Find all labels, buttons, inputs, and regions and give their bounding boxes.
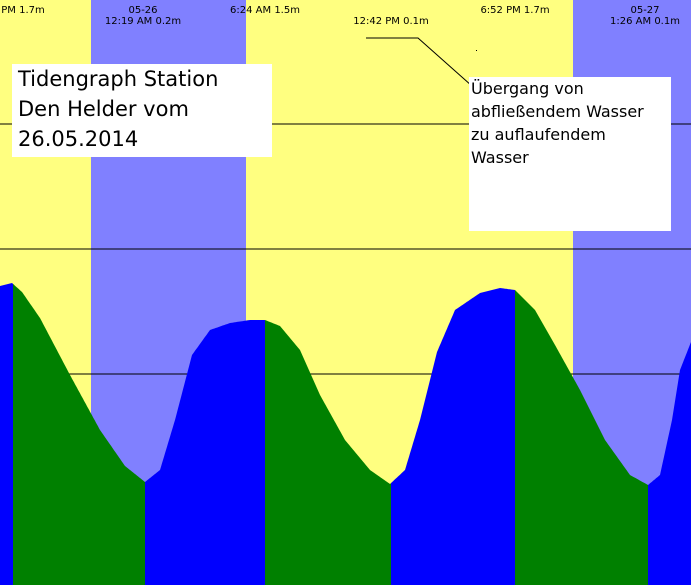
tide-event-label: 12:19 AM 0.2m bbox=[105, 16, 181, 27]
tide-event-label: 12:42 PM 0.1m bbox=[353, 16, 428, 27]
tide-areas bbox=[0, 283, 691, 585]
annotation-line: Übergang von bbox=[471, 79, 584, 98]
falling-tide-area bbox=[515, 290, 648, 585]
annotation-leader-line bbox=[366, 37, 473, 87]
tide-event-label: 6:24 AM 1.5m bbox=[230, 5, 300, 16]
annotation-line: Wasser bbox=[471, 148, 529, 167]
chart-title-line: Tidengraph Station bbox=[18, 67, 219, 91]
tide-date-label: 05-27 bbox=[630, 5, 659, 16]
tide-event-label: PM 1.7m bbox=[1, 5, 44, 16]
annotation-line: zu auflaufendem bbox=[471, 125, 606, 144]
chart-title-line: Den Helder vom bbox=[18, 97, 189, 121]
annotation-leader bbox=[366, 37, 477, 87]
chart-title-box: Tidengraph Station Den Helder vom 26.05.… bbox=[12, 64, 272, 157]
falling-tide-area bbox=[265, 320, 391, 585]
rising-tide-area bbox=[0, 283, 13, 585]
tide-event-label: 1:26 AM 0.1m bbox=[610, 16, 680, 27]
rising-tide-area bbox=[648, 342, 691, 585]
rising-tide-area bbox=[145, 320, 265, 585]
chart-title-line: 26.05.2014 bbox=[18, 127, 139, 151]
tide-date-label: 05-26 bbox=[128, 5, 157, 16]
rising-tide-area bbox=[391, 288, 515, 585]
annotation-line: abfließendem Wasser bbox=[471, 102, 644, 121]
stray-dot bbox=[476, 50, 477, 51]
falling-tide-area bbox=[13, 283, 145, 585]
tide-event-label: 6:52 PM 1.7m bbox=[480, 5, 549, 16]
annotation-box: Übergang von abfließendem Wasser zu aufl… bbox=[469, 77, 671, 231]
